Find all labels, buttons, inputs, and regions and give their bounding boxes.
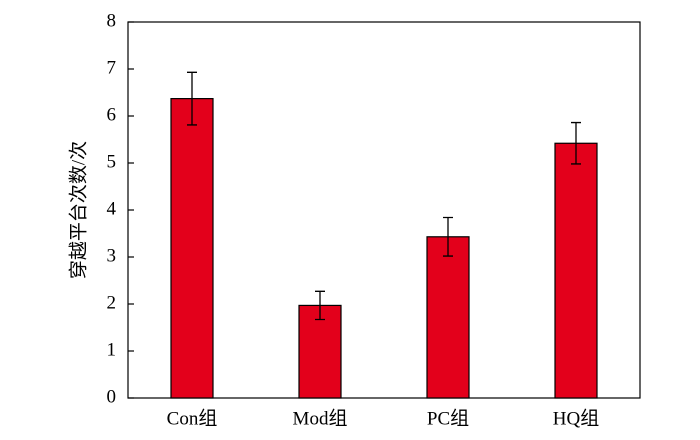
- x-tick-label: PC组: [427, 407, 469, 429]
- y-tick-label: 8: [107, 10, 117, 31]
- y-tick-label: 4: [107, 198, 117, 219]
- y-tick-label: 1: [107, 339, 117, 360]
- bar: [170, 98, 214, 399]
- bar: [298, 304, 342, 399]
- error-bar: [315, 290, 325, 321]
- error-bar: [571, 121, 581, 165]
- y-tick-label: 7: [107, 57, 117, 78]
- x-tick-label: Con组: [167, 407, 218, 429]
- y-tick-label: 6: [107, 104, 117, 125]
- bar: [426, 236, 470, 399]
- y-tick-label: 0: [107, 386, 117, 407]
- y-axis-label: 穿越平台次数/次: [67, 141, 89, 279]
- error-bar: [187, 71, 197, 126]
- bar: [554, 142, 598, 399]
- y-tick-label: 2: [107, 292, 117, 313]
- x-tick-label: Mod组: [293, 407, 348, 429]
- error-bar: [443, 216, 453, 257]
- x-tick-label: HQ组: [553, 407, 599, 429]
- y-tick-label: 3: [107, 245, 117, 266]
- y-tick-label: 5: [107, 151, 117, 172]
